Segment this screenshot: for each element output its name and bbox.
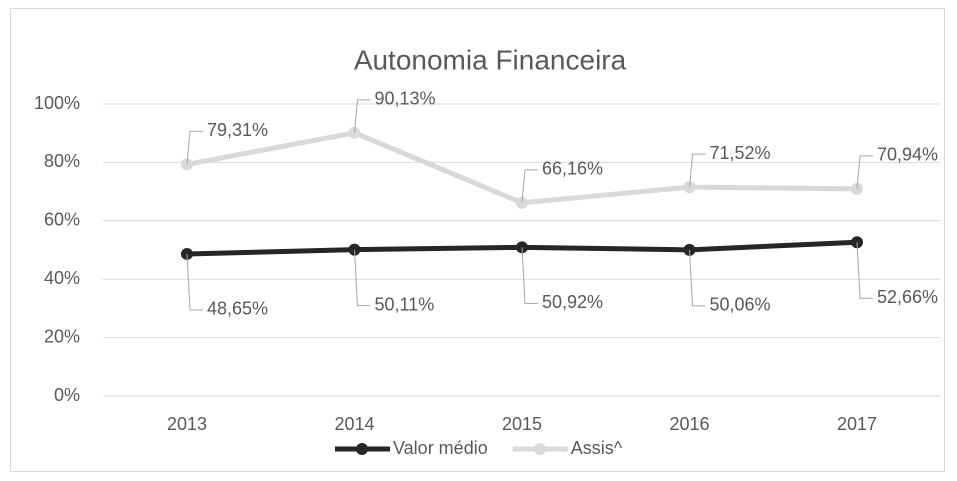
leader-line (689, 153, 706, 188)
data-label: 50,11% (375, 294, 435, 314)
data-label: 70,94% (877, 145, 938, 165)
leader-line (689, 249, 706, 307)
x-tick-label: 2014 (334, 414, 374, 434)
x-tick-label: 2015 (502, 414, 542, 434)
data-label: 79,31% (207, 120, 268, 140)
x-tick-label: 2016 (669, 414, 709, 434)
leader-line (186, 130, 203, 165)
data-label: 50,06% (710, 295, 771, 315)
leader-line (521, 247, 538, 304)
x-tick-label: 2013 (167, 414, 207, 434)
chart-title: Autonomia Financeira (354, 44, 627, 75)
leader-line (856, 242, 873, 299)
legend-label: Assis^ (571, 438, 623, 458)
leader-line (856, 155, 873, 189)
y-tick-label: 60% (44, 210, 80, 230)
data-label: 71,52% (710, 143, 771, 163)
data-label: 90,13% (375, 89, 436, 109)
legend-marker (533, 443, 546, 455)
leader-line (354, 249, 371, 307)
y-tick-label: 20% (44, 326, 80, 346)
chart-frame (10, 8, 945, 472)
y-tick-label: 80% (44, 151, 80, 171)
legend-marker (356, 443, 368, 455)
legend-label: Valor médio (393, 438, 488, 458)
data-label: 52,66% (877, 287, 938, 307)
data-label: 48,65% (207, 299, 268, 319)
leader-line (354, 99, 371, 133)
data-label: 50,92% (542, 292, 603, 312)
leader-line (521, 169, 538, 203)
x-tick-label: 2017 (837, 414, 877, 434)
data-label: 66,16% (542, 159, 603, 179)
y-tick-label: 100% (34, 93, 80, 113)
y-tick-label: 40% (44, 268, 80, 288)
leader-line (186, 253, 203, 311)
y-tick-label: 0% (54, 385, 80, 405)
